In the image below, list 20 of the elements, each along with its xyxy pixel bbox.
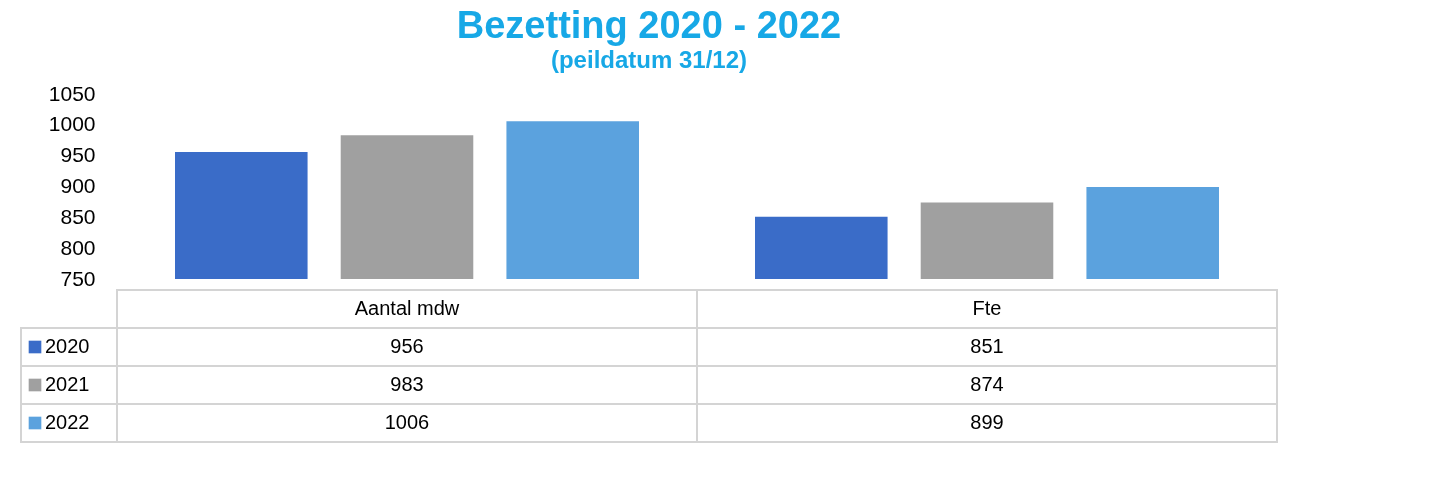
data-label: 874: [970, 373, 1004, 395]
y-tick-label: 1050: [48, 81, 96, 105]
chart-subtitle: (peildatum 31/12): [550, 46, 748, 73]
y-tick-label: 950: [60, 143, 96, 167]
data-label: 1006: [384, 411, 430, 433]
y-tick-label: 750: [60, 266, 96, 290]
data-label: 899: [970, 411, 1004, 433]
legend-label: 2020: [45, 335, 90, 357]
y-tick-label: 900: [60, 174, 96, 197]
x-tick-label: Fte: [972, 297, 1002, 319]
y-tick-label: 800: [60, 235, 96, 259]
x-tick-label: Aantal mdw: [354, 297, 460, 319]
legend-label: 2021: [45, 373, 90, 395]
y-tick-label: 850: [60, 204, 96, 228]
y-tick-label: 1000: [48, 112, 96, 136]
data-label: 956: [390, 335, 424, 357]
data-label: 983: [390, 373, 424, 395]
data-label: 851: [970, 335, 1004, 357]
chart-title: Bezetting 2020 - 2022: [456, 4, 842, 46]
legend-label: 2022: [45, 411, 90, 433]
